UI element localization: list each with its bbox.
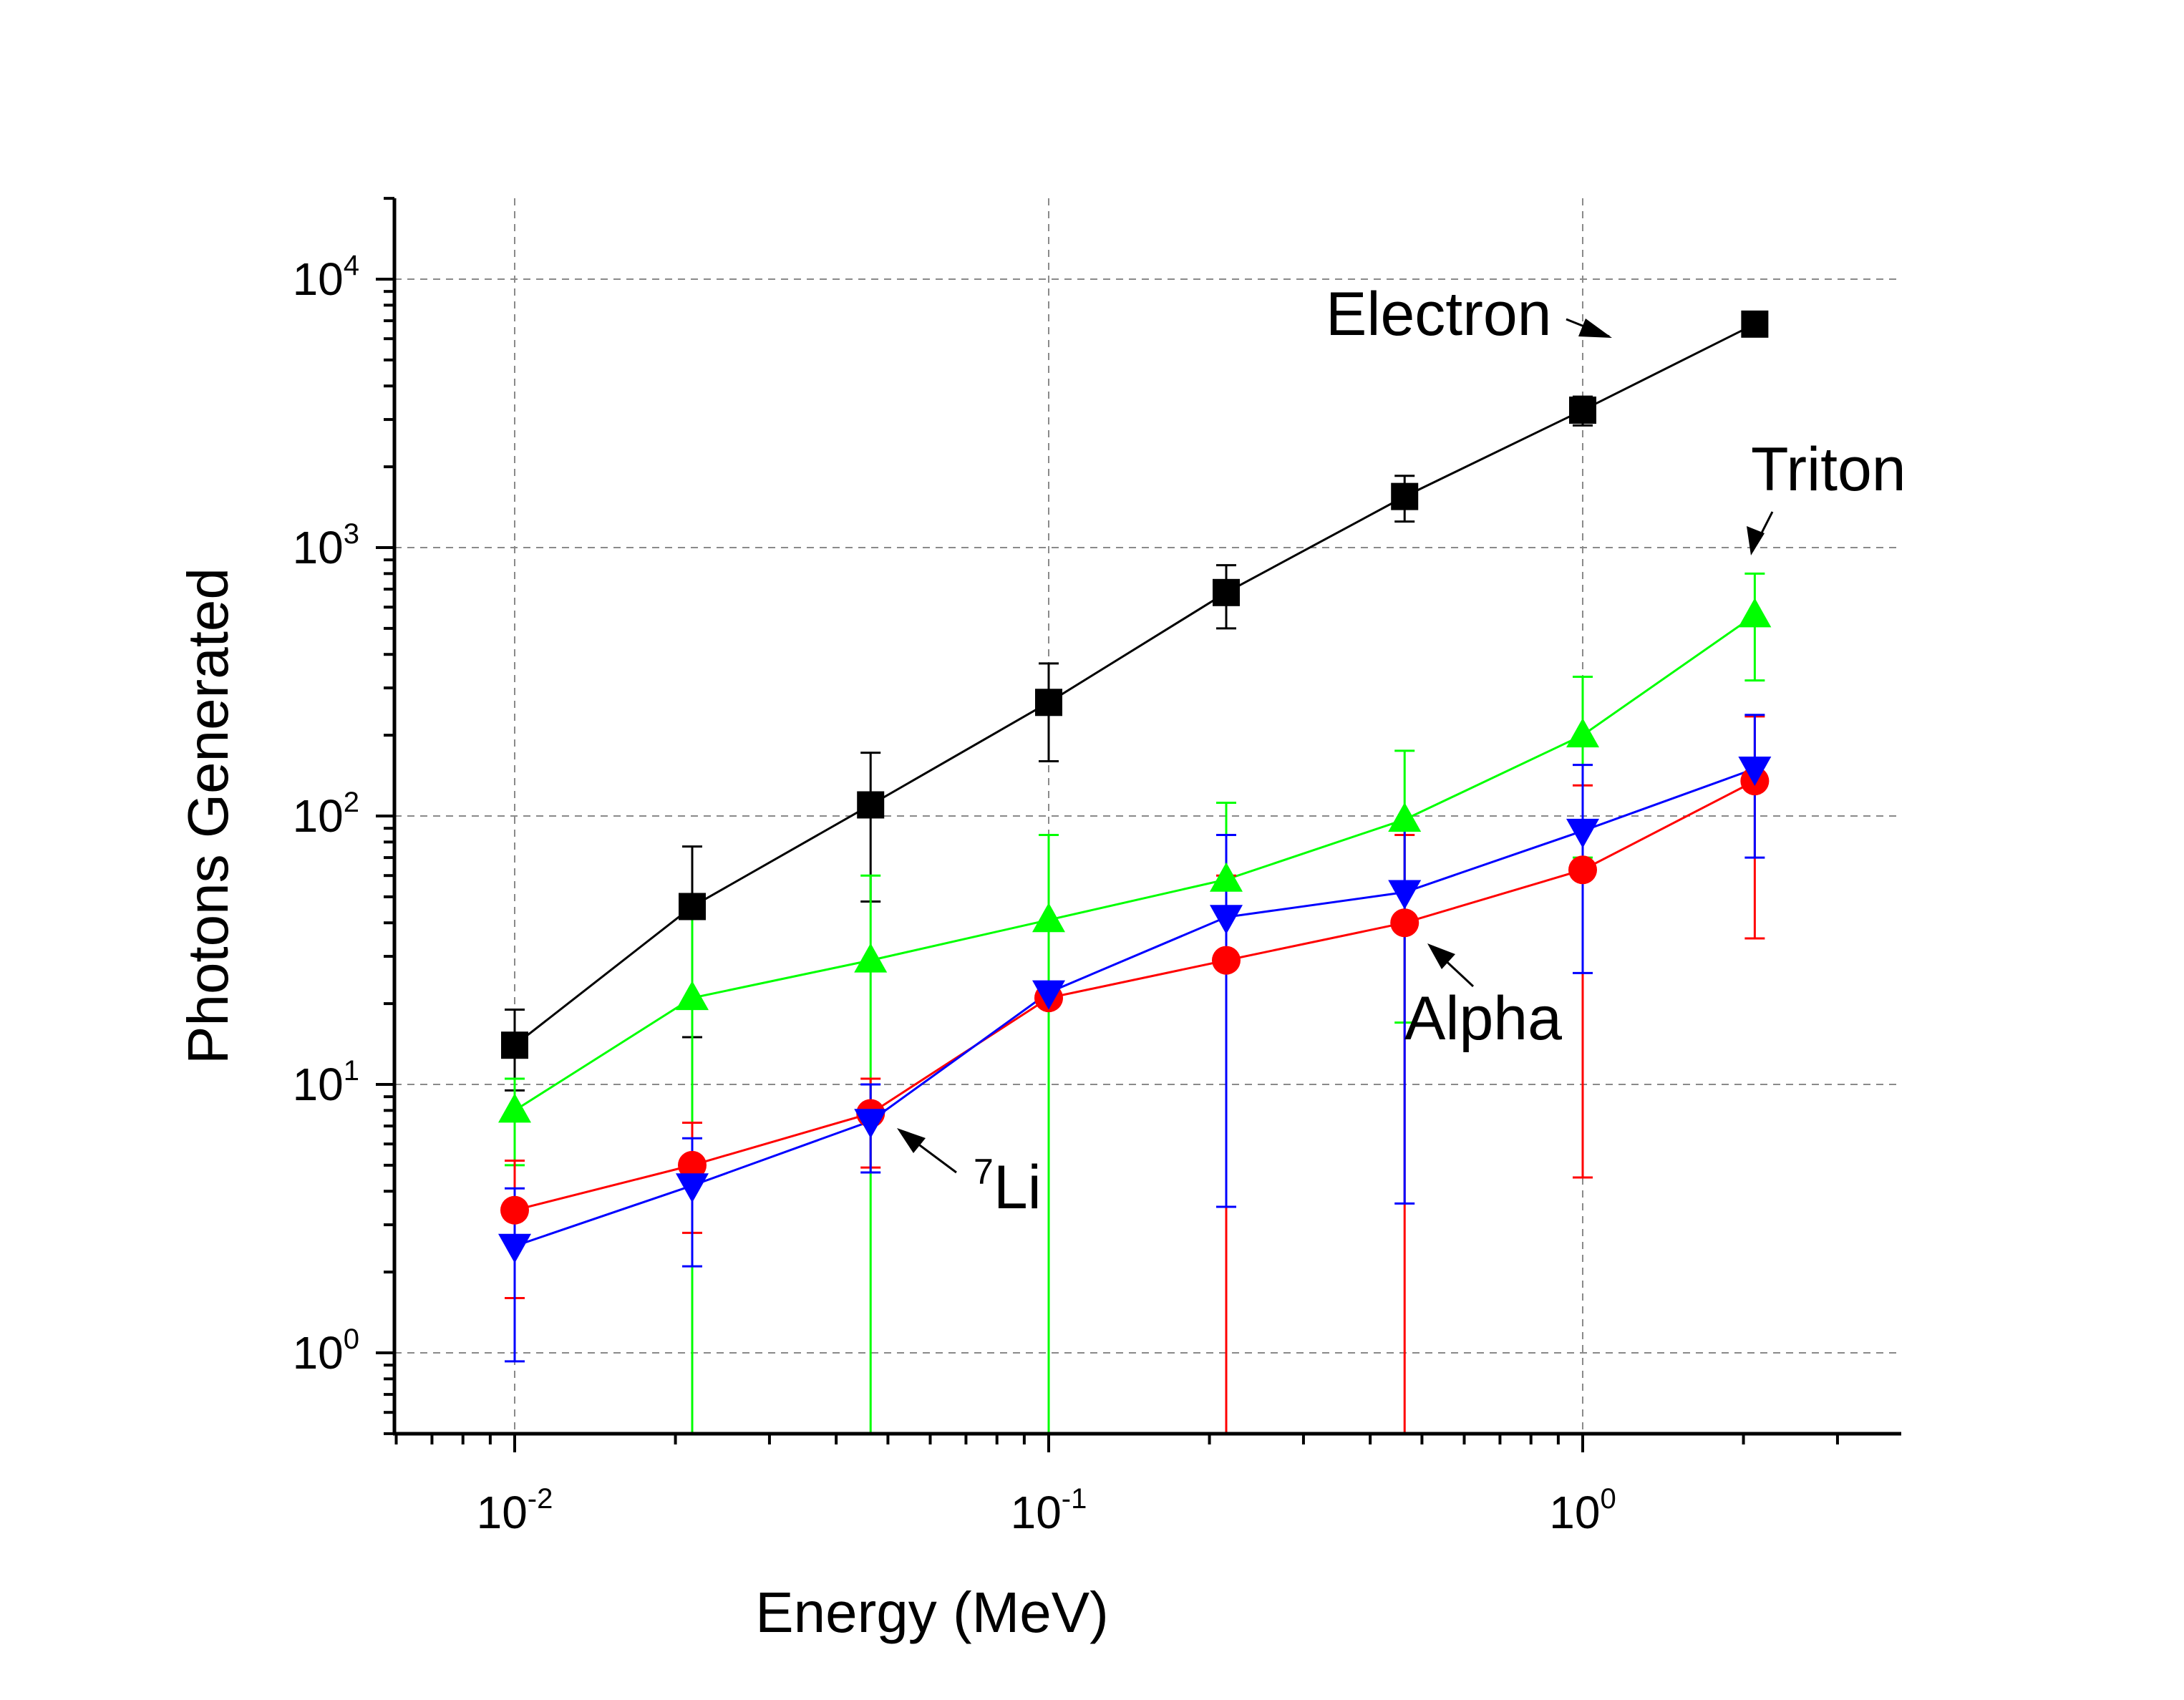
x-tick-label-1: 10-1 xyxy=(1011,1483,1087,1538)
data-point xyxy=(677,1150,707,1180)
series-markers-3 xyxy=(498,756,1772,1263)
annotation-alpha: Alpha xyxy=(1404,984,1562,1053)
x-tick-label-base: 10 xyxy=(1011,1487,1062,1538)
y-tick-label-base: 10 xyxy=(293,522,344,573)
annotation-li: 7Li xyxy=(974,1152,1042,1222)
y-tick-label-exponent: 1 xyxy=(344,1055,359,1087)
annotation-electron-arrowhead xyxy=(1578,319,1612,338)
y-tick-label-4: 104 xyxy=(293,250,359,305)
data-point xyxy=(1032,980,1065,1010)
data-point xyxy=(498,1093,531,1123)
y-tick-label-exponent: 2 xyxy=(344,787,359,818)
data-point xyxy=(1209,862,1243,892)
data-point xyxy=(1032,903,1065,933)
y-tick-label-0: 100 xyxy=(293,1323,359,1379)
x-tick-label-exponent: -1 xyxy=(1062,1483,1087,1515)
data-point xyxy=(1738,756,1772,786)
series-line-1 xyxy=(514,614,1756,1112)
x-tick-labels: 10-2 10-1 100 xyxy=(477,1483,1616,1538)
series-line-3 xyxy=(514,767,1755,1248)
data-point xyxy=(1738,598,1772,628)
x-tick-label-0: 10-2 xyxy=(477,1483,553,1538)
data-point xyxy=(1569,397,1596,424)
data-point xyxy=(501,1031,528,1059)
annotation-li-superscript: 7 xyxy=(974,1152,994,1192)
y-tick-label-base: 10 xyxy=(293,253,344,305)
series-markers-0 xyxy=(501,310,1769,1059)
y-tick-label-1: 101 xyxy=(293,1055,359,1110)
data-point xyxy=(498,1233,531,1263)
data-point xyxy=(1566,718,1599,748)
x-tick-label-2: 100 xyxy=(1549,1483,1616,1538)
y-tick-label-exponent: 3 xyxy=(344,518,359,550)
data-point xyxy=(857,791,885,819)
annotation-li-label: Li xyxy=(994,1153,1042,1222)
gridlines xyxy=(394,198,1901,1434)
x-tick-label-base: 10 xyxy=(1549,1487,1600,1538)
y-axis-title: Photons Generated xyxy=(176,568,240,1064)
annotation-electron: Electron xyxy=(1326,280,1552,349)
series-line-2 xyxy=(514,779,1756,1212)
y-tick-label-exponent: 4 xyxy=(344,250,359,281)
data-point xyxy=(1035,689,1062,717)
data-point xyxy=(1388,880,1422,910)
annotation-li-arrowhead xyxy=(897,1128,926,1153)
data-point xyxy=(1566,818,1599,848)
x-tick-label-base: 10 xyxy=(477,1487,528,1538)
annotation-alpha-arrowhead xyxy=(1427,943,1455,969)
y-tick-label-3: 103 xyxy=(293,518,359,573)
x-tick-label-exponent: 0 xyxy=(1600,1483,1616,1515)
data-point xyxy=(854,1109,888,1139)
annotation-triton-arrowhead xyxy=(1747,526,1765,555)
x-tick-label-exponent: -2 xyxy=(528,1483,553,1515)
data-point xyxy=(1741,310,1769,338)
y-tick-label-base: 10 xyxy=(293,790,344,842)
y-tick-label-2: 102 xyxy=(293,787,359,842)
data-point xyxy=(854,943,888,973)
annotation-triton: Triton xyxy=(1751,435,1906,504)
data-point xyxy=(1568,855,1597,885)
annotations: Electron Triton Alpha 7Li xyxy=(897,280,1906,1222)
series-markers-1 xyxy=(498,598,1772,1123)
data-point xyxy=(1390,908,1419,938)
y-tick-label-base: 10 xyxy=(293,1059,344,1110)
data-point xyxy=(1391,482,1419,510)
data-point xyxy=(678,893,706,921)
data-point xyxy=(500,1195,529,1225)
data-point xyxy=(675,981,709,1011)
data-point xyxy=(1388,802,1422,832)
y-tick-label-base: 10 xyxy=(293,1327,344,1379)
axis-ticks xyxy=(376,197,1839,1452)
series-line-0 xyxy=(514,323,1756,1046)
data-point xyxy=(1211,946,1241,975)
y-tick-label-exponent: 0 xyxy=(344,1323,359,1355)
data-point xyxy=(675,1173,709,1203)
data-point xyxy=(1212,578,1240,606)
plot-area xyxy=(498,310,1772,1435)
data-point xyxy=(1209,905,1243,935)
x-axis-title: Energy (MeV) xyxy=(755,1580,1108,1644)
